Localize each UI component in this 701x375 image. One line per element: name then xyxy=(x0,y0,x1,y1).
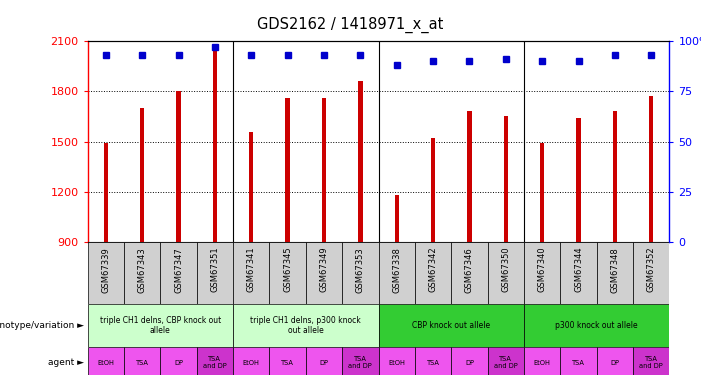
Text: triple CH1 delns, CBP knock out
allele: triple CH1 delns, CBP knock out allele xyxy=(100,316,221,335)
FancyBboxPatch shape xyxy=(124,347,161,375)
Text: GSM67349: GSM67349 xyxy=(320,247,329,292)
Text: DP: DP xyxy=(320,360,329,366)
Text: GDS2162 / 1418971_x_at: GDS2162 / 1418971_x_at xyxy=(257,17,444,33)
Text: GSM67341: GSM67341 xyxy=(247,247,256,292)
Text: TSA: TSA xyxy=(572,360,585,366)
Bar xyxy=(649,96,653,242)
FancyBboxPatch shape xyxy=(379,304,524,347)
Text: p300 knock out allele: p300 knock out allele xyxy=(555,321,638,330)
Text: EtOH: EtOH xyxy=(388,360,405,366)
FancyBboxPatch shape xyxy=(342,347,379,375)
Bar xyxy=(503,117,508,242)
FancyBboxPatch shape xyxy=(124,242,161,304)
FancyBboxPatch shape xyxy=(633,347,669,375)
FancyBboxPatch shape xyxy=(597,347,633,375)
FancyBboxPatch shape xyxy=(161,242,197,304)
FancyBboxPatch shape xyxy=(560,242,597,304)
FancyBboxPatch shape xyxy=(161,347,197,375)
FancyBboxPatch shape xyxy=(269,242,306,304)
Text: GSM67352: GSM67352 xyxy=(647,247,655,292)
FancyBboxPatch shape xyxy=(197,347,233,375)
Text: DP: DP xyxy=(465,360,474,366)
Text: TSA
and DP: TSA and DP xyxy=(348,356,372,369)
Text: EtOH: EtOH xyxy=(97,360,114,366)
Text: CBP knock out allele: CBP knock out allele xyxy=(412,321,490,330)
Text: GSM67348: GSM67348 xyxy=(611,247,620,292)
FancyBboxPatch shape xyxy=(269,347,306,375)
Text: GSM67344: GSM67344 xyxy=(574,247,583,292)
Bar xyxy=(249,132,254,242)
FancyBboxPatch shape xyxy=(379,242,415,304)
Text: GSM67347: GSM67347 xyxy=(174,247,183,292)
Text: GSM67338: GSM67338 xyxy=(393,247,401,293)
Text: EtOH: EtOH xyxy=(533,360,550,366)
Bar xyxy=(285,98,290,242)
Bar xyxy=(358,81,362,242)
FancyBboxPatch shape xyxy=(306,242,342,304)
Text: EtOH: EtOH xyxy=(243,360,259,366)
FancyBboxPatch shape xyxy=(488,347,524,375)
Text: GSM67351: GSM67351 xyxy=(210,247,219,292)
Text: TSA: TSA xyxy=(427,360,440,366)
Text: GSM67339: GSM67339 xyxy=(102,247,110,292)
Bar xyxy=(212,45,217,242)
Text: DP: DP xyxy=(174,360,183,366)
FancyBboxPatch shape xyxy=(524,304,669,347)
Bar xyxy=(140,108,144,242)
FancyBboxPatch shape xyxy=(233,242,269,304)
FancyBboxPatch shape xyxy=(306,347,342,375)
Bar xyxy=(613,111,617,242)
FancyBboxPatch shape xyxy=(88,304,233,347)
FancyBboxPatch shape xyxy=(451,347,488,375)
Text: TSA: TSA xyxy=(136,360,149,366)
Bar xyxy=(468,111,472,242)
Text: GSM67345: GSM67345 xyxy=(283,247,292,292)
FancyBboxPatch shape xyxy=(524,242,560,304)
Text: GSM67350: GSM67350 xyxy=(501,247,510,292)
FancyBboxPatch shape xyxy=(488,242,524,304)
Text: GSM67346: GSM67346 xyxy=(465,247,474,292)
FancyBboxPatch shape xyxy=(233,304,379,347)
FancyBboxPatch shape xyxy=(197,242,233,304)
Text: genotype/variation ►: genotype/variation ► xyxy=(0,321,84,330)
FancyBboxPatch shape xyxy=(597,242,633,304)
Text: GSM67343: GSM67343 xyxy=(137,247,147,292)
Bar xyxy=(177,92,181,242)
Text: triple CH1 delns, p300 knock
out allele: triple CH1 delns, p300 knock out allele xyxy=(250,316,361,335)
FancyBboxPatch shape xyxy=(560,347,597,375)
Text: DP: DP xyxy=(611,360,620,366)
FancyBboxPatch shape xyxy=(451,242,488,304)
FancyBboxPatch shape xyxy=(633,242,669,304)
FancyBboxPatch shape xyxy=(342,242,379,304)
FancyBboxPatch shape xyxy=(88,347,124,375)
FancyBboxPatch shape xyxy=(88,242,124,304)
Text: TSA
and DP: TSA and DP xyxy=(494,356,518,369)
Text: GSM67340: GSM67340 xyxy=(538,247,547,292)
Text: TSA
and DP: TSA and DP xyxy=(203,356,227,369)
Bar xyxy=(576,118,580,242)
FancyBboxPatch shape xyxy=(379,347,415,375)
Bar xyxy=(322,98,326,242)
FancyBboxPatch shape xyxy=(233,347,269,375)
Text: TSA: TSA xyxy=(281,360,294,366)
FancyBboxPatch shape xyxy=(524,347,560,375)
Bar xyxy=(395,195,399,242)
FancyBboxPatch shape xyxy=(415,347,451,375)
Text: TSA
and DP: TSA and DP xyxy=(639,356,663,369)
FancyBboxPatch shape xyxy=(415,242,451,304)
Text: agent ►: agent ► xyxy=(48,358,84,368)
Bar xyxy=(431,138,435,242)
Bar xyxy=(104,143,108,242)
Bar xyxy=(540,143,545,242)
Text: GSM67342: GSM67342 xyxy=(428,247,437,292)
Text: GSM67353: GSM67353 xyxy=(356,247,365,292)
